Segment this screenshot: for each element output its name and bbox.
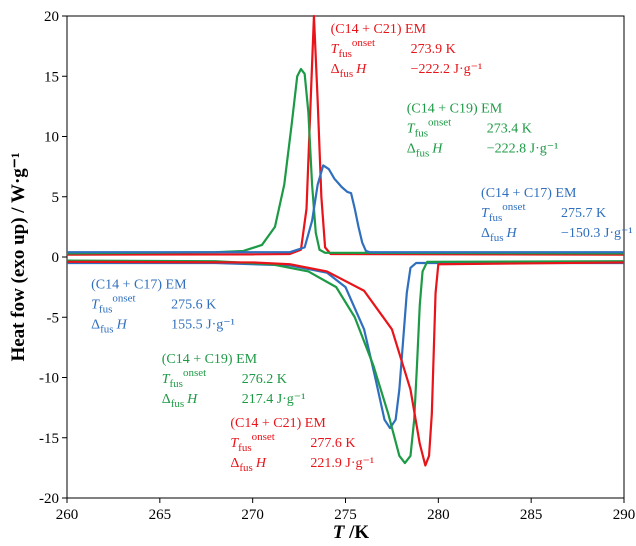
y-tick-label: 15 — [44, 69, 59, 85]
annotation-tfus-label: Tfusonset — [162, 367, 206, 390]
annotation-hfus-label: Δfus H — [407, 141, 443, 159]
annotation-hfus-value: −222.2 J·g⁻¹ — [411, 62, 483, 77]
annotation-hfus-label: Δfus H — [481, 226, 517, 244]
y-axis-title: Heat fow (exo up) / W·g⁻¹ — [8, 152, 29, 361]
annotation-hfus-value: 155.5 J·g⁻¹ — [171, 317, 235, 332]
y-tick-label: 20 — [44, 9, 59, 25]
series-c14c21-cool — [66, 14, 625, 256]
y-tick-label: -15 — [39, 431, 59, 447]
annotation-tfus-label: Tfusonset — [481, 201, 525, 224]
annotation-title: (C14 + C19) EM — [162, 352, 258, 367]
x-tick-label: 290 — [613, 507, 636, 523]
series-c14c17-cool — [67, 164, 624, 254]
x-tick-label: 280 — [427, 507, 450, 523]
plot-border — [66, 15, 625, 499]
y-tick-label: -10 — [39, 371, 59, 387]
x-tick-label: 270 — [241, 507, 264, 523]
annotation-title: (C14 + C19) EM — [407, 101, 503, 116]
annotation-title: (C14 + C17) EM — [481, 186, 577, 201]
series-c14c19-heat — [66, 259, 625, 465]
annotation-tfus-value: 273.4 K — [487, 121, 532, 136]
annotation-hfus-value: 221.9 J·g⁻¹ — [310, 456, 374, 471]
x-tick-label: 260 — [56, 507, 79, 523]
annotation-title: (C14 + C17) EM — [91, 277, 187, 292]
y-tick-label: 5 — [52, 190, 60, 206]
series-c14c17-heat — [67, 261, 624, 430]
annotation-hfus-value: −150.3 J·g⁻¹ — [561, 226, 633, 241]
y-tick-label: 0 — [52, 250, 60, 266]
series-c14c19-cool — [66, 67, 625, 255]
x-tick-label: 265 — [149, 507, 172, 523]
annotation-tfus-value: 275.6 K — [171, 297, 216, 312]
annotation-tfus-value: 277.6 K — [310, 436, 355, 451]
annotation-hfus-value: 217.4 J·g⁻¹ — [242, 392, 306, 407]
annotation-tfus-label: Tfusonset — [230, 431, 274, 454]
annotation-hfus-label: Δfus H — [91, 317, 127, 335]
annotation-tfus-value: 276.2 K — [242, 372, 287, 387]
x-tick-label: 275 — [334, 507, 357, 523]
annotation-title: (C14 + C21) EM — [230, 416, 326, 431]
y-tick-label: -20 — [39, 491, 59, 507]
annotation-tfus-label: Tfusonset — [407, 116, 451, 139]
annotation-hfus-label: Δfus H — [230, 456, 266, 474]
annotation-tfus-value: 273.9 K — [411, 42, 456, 57]
y-tick-label: -5 — [47, 310, 60, 326]
x-axis-title-unit: /K — [344, 522, 369, 543]
x-tick-label: 285 — [520, 507, 543, 523]
annotation-hfus-value: −222.8 J·g⁻¹ — [487, 141, 559, 156]
x-axis-title: T /K — [333, 522, 370, 543]
annotation-tfus-label: Tfusonset — [91, 292, 135, 315]
annotation-tfus-label: Tfusonset — [331, 37, 375, 60]
annotation-hfus-label: Δfus H — [331, 62, 367, 80]
y-tick-label: 10 — [44, 130, 59, 146]
annotation-tfus-value: 275.7 K — [561, 206, 606, 221]
series-c14c21-heat — [66, 260, 625, 467]
x-axis-title-T: T — [333, 522, 346, 543]
annotation-title: (C14 + C21) EM — [331, 22, 427, 37]
annotation-hfus-label: Δfus H — [162, 392, 198, 410]
